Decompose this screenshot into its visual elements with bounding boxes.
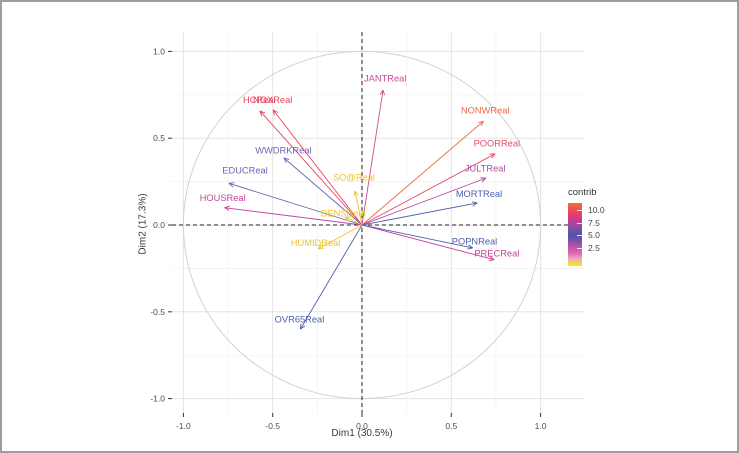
variable-arrowhead-POPNReal — [467, 247, 473, 250]
legend-bar-wrap: 10.0 7.5 5.0 2.5 — [568, 203, 605, 266]
variable-arrowhead-HCReal — [259, 110, 266, 114]
x-axis-tick-label: -0.5 — [265, 421, 280, 431]
y-axis-tick-label: 0.5 — [153, 133, 165, 143]
x-axis-tick-label: 0.5 — [445, 421, 457, 431]
legend-tick-label: 7.5 — [588, 218, 600, 228]
x-axis-tick-label: -1.0 — [176, 421, 191, 431]
variable-arrowhead-POPNReal — [468, 244, 473, 249]
variable-arrow-JULTReal — [361, 177, 486, 226]
variable-arrowhead-NONWReal — [480, 120, 484, 127]
variable-arrow-POPNReal — [361, 224, 473, 249]
variable-arrowhead-NOXReal — [272, 109, 275, 116]
x-axis-tick-label: 1.0 — [535, 421, 547, 431]
variable-arrowhead-JANTReal — [379, 89, 384, 95]
variable-arrowhead-PRECReal — [489, 255, 495, 261]
variable-arrow-EDUCReal — [228, 182, 363, 226]
y-axis-title: Dim2 (17.3%) — [137, 193, 149, 255]
variable-arrowhead-WWDRKReal — [283, 157, 287, 164]
legend-tick-mark — [577, 223, 582, 224]
variable-arrowhead-PRECReal — [488, 259, 495, 262]
variable-label-DENSReal: DENSReal — [321, 209, 366, 219]
variable-arrowhead-NOXReal — [272, 109, 279, 113]
contrib-colorbar — [568, 203, 582, 266]
variable-arrowhead-JULTReal — [481, 177, 487, 183]
variable-arrowhead-SO@Real — [353, 190, 356, 197]
variable-arrowhead-HCReal — [259, 110, 263, 117]
variable-label-EDUCReal: EDUCReal — [222, 165, 267, 175]
x-axis-tick-label: 0.0 — [356, 421, 368, 431]
variable-arrowhead-EDUCReal — [228, 182, 235, 184]
variable-arrow-NOXReal — [272, 109, 363, 226]
variable-arrowhead-HOUSReal — [224, 205, 230, 209]
variable-arrowhead-HUMIDReal — [317, 244, 322, 250]
variable-arrow-NONWReal — [361, 120, 484, 226]
variable-arrow-DENSReal — [344, 216, 363, 226]
variable-arrowhead-OVR65Real — [300, 325, 306, 330]
variable-label-OVR65Real: OVR65Real — [275, 315, 325, 325]
variable-arrowhead-WWDRKReal — [283, 157, 290, 160]
variable-label-WWDRKReal: WWDRKReal — [255, 145, 311, 155]
variable-arrow-SO@Real — [354, 190, 363, 226]
legend-tick-mark — [577, 248, 582, 249]
variable-arrow-HCReal — [259, 110, 363, 226]
variable-arrow-JANTReal — [361, 89, 384, 226]
variable-label-NONWReal: NONWReal — [461, 105, 510, 115]
legend-tick-label: 10.0 — [588, 205, 605, 215]
variable-arrowhead-MORTReal — [471, 201, 478, 204]
variable-label-JANTReal: JANTReal — [364, 73, 406, 83]
variable-arrowhead-JANTReal — [382, 89, 385, 96]
variable-arrow-HUMIDReal — [317, 224, 363, 250]
variable-arrowhead-SO@Real — [354, 190, 359, 196]
variable-arrow-WWDRKReal — [283, 157, 363, 226]
legend-title: contrib — [568, 187, 597, 198]
y-axis-tick-label: 1.0 — [153, 46, 165, 56]
variable-arrowhead-HOUSReal — [224, 207, 230, 211]
variable-label-HCReal: HCReal — [243, 95, 276, 105]
variable-arrowhead-POORReal — [491, 153, 496, 159]
variable-label-MORTReal: MORTReal — [456, 189, 502, 199]
variable-arrow-OVR65Real — [299, 224, 363, 330]
variable-arrowhead-OVR65Real — [299, 323, 302, 330]
variable-arrowhead-DENSReal — [344, 216, 349, 222]
variable-arrow-HOUSReal — [224, 207, 363, 226]
contrib-legend: contrib 10.0 7.5 5.0 2.5 — [568, 187, 618, 266]
y-axis-tick-label: -1.0 — [150, 394, 165, 404]
variable-arrowhead-MORTReal — [472, 202, 478, 207]
variable-label-POPNReal: POPNReal — [452, 236, 497, 246]
legend-tick-mark — [577, 210, 582, 211]
variable-arrow-MORTReal — [361, 202, 478, 226]
variable-label-SO@Real: SO@Real — [333, 172, 375, 182]
legend-tick-label: 2.5 — [588, 243, 600, 253]
variable-label-JULTReal: JULTReal — [465, 164, 506, 174]
variable-arrow-POORReal — [361, 153, 496, 226]
x-axis-title: Dim1 (30.5%) — [331, 428, 393, 439]
variable-arrow-PRECReal — [361, 224, 495, 261]
legend-tick-mark — [577, 235, 582, 236]
legend-tick-label: 5.0 — [588, 230, 600, 240]
variable-label-HUMIDReal: HUMIDReal — [291, 238, 341, 248]
variable-label-NOXReal: NOXReal — [253, 95, 292, 105]
variable-arrowhead-NONWReal — [478, 120, 484, 124]
variable-label-HOUSReal: HOUSReal — [200, 193, 246, 203]
variable-label-POORReal: POORReal — [474, 138, 521, 148]
variable-label-PRECReal: PRECReal — [474, 249, 519, 259]
variable-arrowhead-EDUCReal — [228, 182, 234, 188]
y-axis-tick-label: -0.5 — [150, 307, 165, 317]
y-axis-tick-label: 0.0 — [153, 220, 165, 230]
